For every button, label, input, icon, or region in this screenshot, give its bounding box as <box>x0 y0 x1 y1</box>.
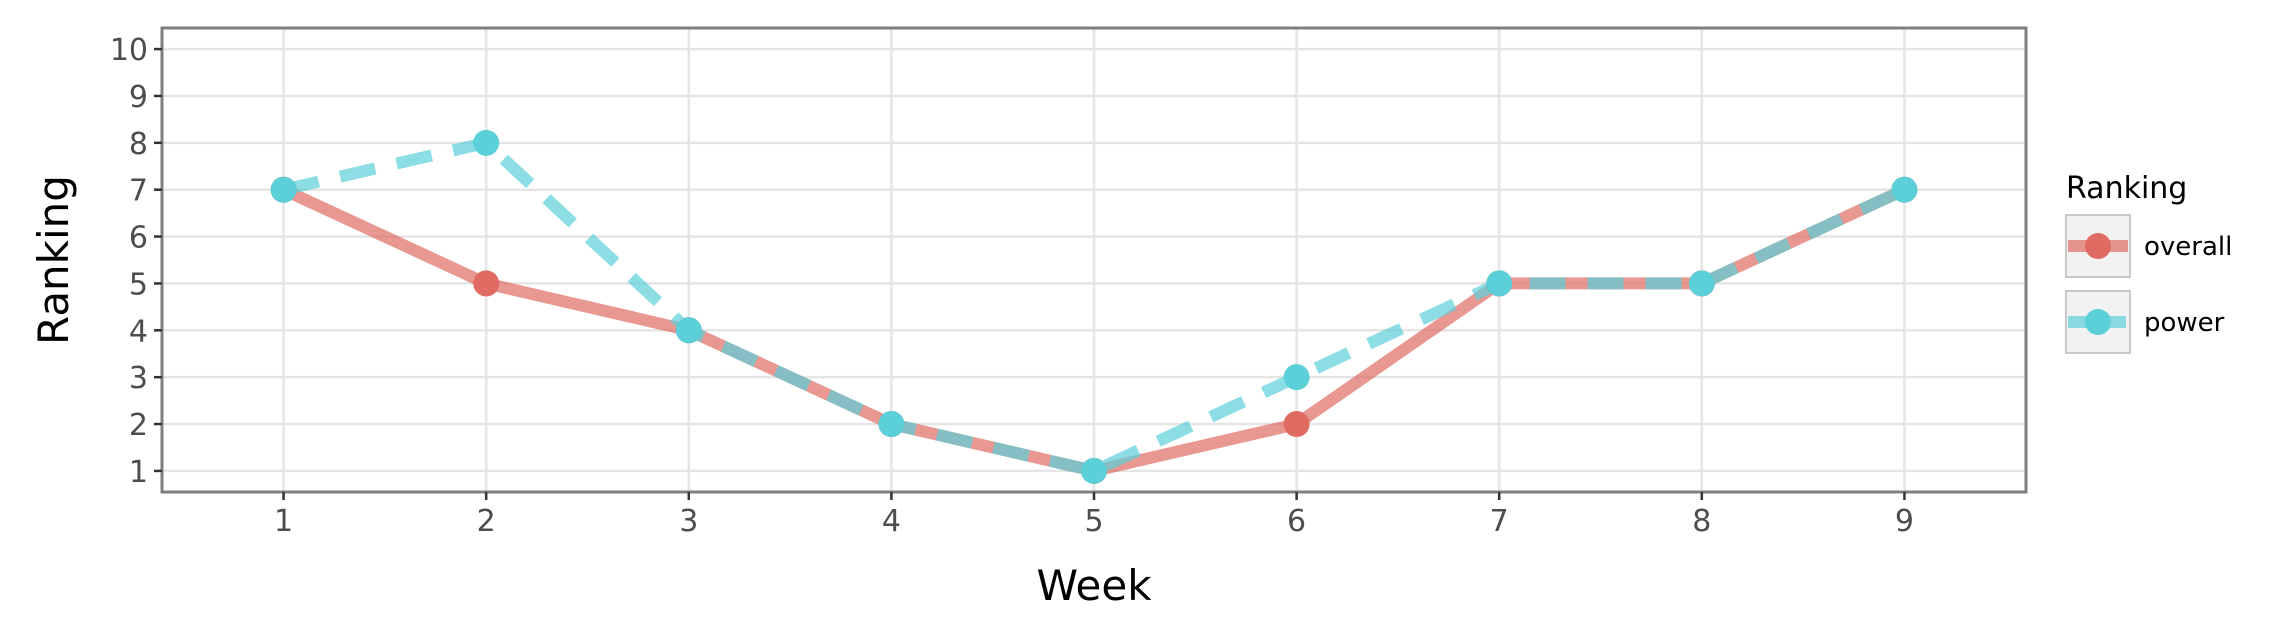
data-point-power <box>1688 270 1715 297</box>
data-point-power <box>1891 176 1918 203</box>
data-point-power <box>473 129 500 156</box>
legend-label-power: power <box>2144 308 2225 338</box>
legend-label-overall: overall <box>2144 232 2232 262</box>
x-axis-ticks: 1 2 3 4 5 6 7 8 9 <box>274 492 1914 539</box>
x-tick-label: 8 <box>1692 504 1711 539</box>
y-tick-label: 5 <box>129 267 148 302</box>
y-axis-title: Ranking <box>29 175 78 345</box>
y-tick-label: 2 <box>129 408 148 443</box>
y-tick-label: 3 <box>129 361 148 396</box>
series-layer <box>270 129 1918 484</box>
data-point-overall <box>473 270 500 297</box>
data-point-power <box>878 411 905 438</box>
legend: Ranking overall power <box>2065 171 2232 354</box>
data-point-power <box>1283 364 1310 391</box>
data-point-power <box>675 317 702 344</box>
legend-point-power <box>2085 309 2111 335</box>
x-tick-label: 3 <box>679 504 698 539</box>
data-point-overall <box>1283 411 1310 438</box>
x-axis-title: Week <box>1036 561 1152 610</box>
x-tick-label: 1 <box>274 504 293 539</box>
data-point-power <box>270 176 297 203</box>
x-tick-label: 2 <box>477 504 496 539</box>
series-line-power <box>282 136 1907 477</box>
y-tick-label: 9 <box>129 80 148 115</box>
x-tick-label: 4 <box>882 504 901 539</box>
x-tick-label: 7 <box>1490 504 1509 539</box>
data-point-power <box>1486 270 1513 297</box>
x-tick-label: 9 <box>1895 504 1914 539</box>
x-tick-label: 5 <box>1084 504 1103 539</box>
y-tick-label: 8 <box>129 127 148 162</box>
y-axis-ticks: 1 2 3 4 5 6 7 8 9 10 <box>110 33 162 490</box>
y-tick-label: 7 <box>129 174 148 209</box>
y-tick-label: 6 <box>129 221 148 256</box>
x-tick-label: 6 <box>1287 504 1306 539</box>
legend-point-overall <box>2085 233 2111 259</box>
y-tick-label: 4 <box>129 314 148 349</box>
legend-title: Ranking <box>2066 171 2187 206</box>
y-tick-label: 1 <box>129 455 148 490</box>
y-tick-label: 10 <box>110 33 148 68</box>
data-point-power <box>1081 457 1107 484</box>
